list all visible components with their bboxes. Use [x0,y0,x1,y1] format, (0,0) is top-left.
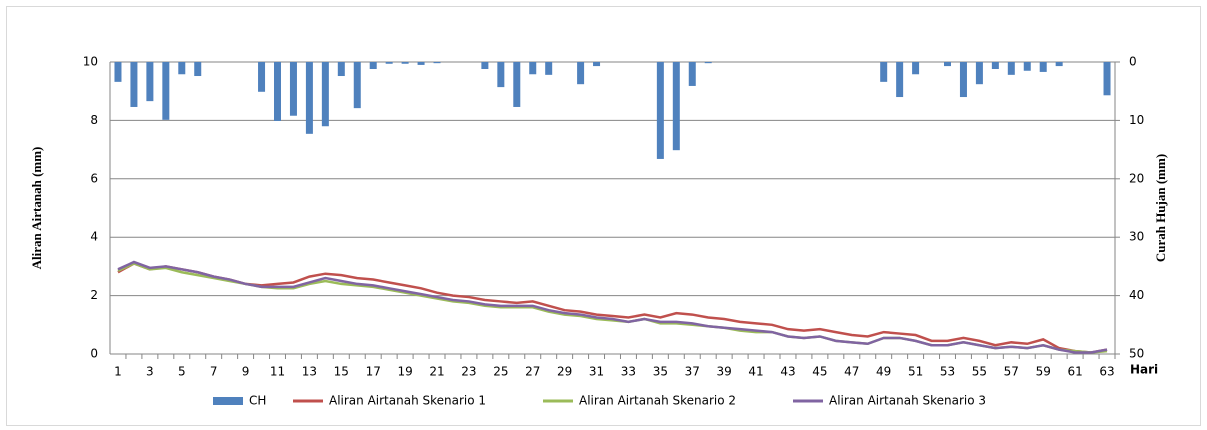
bar [162,62,170,120]
bar [1055,62,1063,67]
bar [178,62,186,75]
bar [975,62,983,85]
bar [481,62,489,70]
x-tick-label: 29 [557,365,572,379]
x-tick-label: 61 [1067,365,1082,379]
y2-axis-label: Curah Hujan (mm) [1153,154,1168,262]
y-tick-label: 6 [90,171,98,185]
x-tick-label: 15 [334,365,349,379]
bar [912,62,920,75]
x-tick-label: 1 [114,365,122,379]
bar [1103,62,1111,96]
bar [417,62,425,65]
bar [337,62,345,77]
bar [433,62,441,64]
legend-label: Aliran Airtanah Skenario 2 [579,394,736,408]
y-axis-label: Aliran Airtanah (mm) [29,147,44,270]
x-tick-label: 17 [366,365,381,379]
line [117,260,1108,354]
x-tick-label: 5 [178,365,186,379]
bar [577,62,585,85]
bar [321,62,329,127]
x-tick-label: 53 [940,365,955,379]
x-tick-label: 11 [270,365,285,379]
bar [1007,62,1015,75]
legend-label: Aliran Airtanah Skenario 1 [329,394,486,408]
bar [704,62,712,64]
bar [130,62,138,107]
x-tick-label: 41 [748,365,763,379]
x-tick-label: 27 [525,365,540,379]
bar [896,62,904,98]
bar [146,62,154,102]
bar [959,62,967,98]
y2-tick-label: 40 [1129,288,1144,302]
bar [497,62,505,88]
x-axis-label: Hari [1130,363,1158,377]
bar [401,62,409,64]
bar [513,62,521,107]
x-tick-label: 3 [146,365,154,379]
x-tick-label: 57 [1004,365,1019,379]
x-tick-label: 7 [210,365,218,379]
bar [672,62,680,151]
x-tick-label: 31 [589,365,604,379]
y-tick-label: 4 [90,230,98,244]
y2-tick-label: 0 [1129,55,1137,69]
x-tick-label: 35 [653,365,668,379]
bar [305,62,313,134]
x-tick-label: 51 [908,365,923,379]
legend-swatch [213,397,243,405]
bar [274,62,281,121]
y2-tick-label: 20 [1129,171,1144,185]
chart-frame [6,6,1201,426]
bar [688,62,696,86]
x-tick-label: 33 [621,365,636,379]
y2-tick-label: 30 [1129,230,1144,244]
x-tick-label: 47 [844,365,859,379]
x-tick-label: 63 [1099,365,1114,379]
bar [545,62,553,75]
bar [353,62,361,109]
bar [1039,62,1047,72]
legend-label: Aliran Airtanah Skenario 3 [829,394,986,408]
x-tick-label: 59 [1036,365,1051,379]
bar [593,62,601,67]
bar [991,62,999,70]
bar [880,62,888,82]
y2-tick-label: 10 [1129,113,1144,127]
bar [194,62,202,77]
bar [385,62,393,64]
x-tick-label: 37 [685,365,700,379]
bar [289,62,297,116]
bar [258,62,266,92]
x-tick-label: 19 [397,365,412,379]
bar [944,62,951,67]
x-tick-label: 49 [876,365,891,379]
y-tick-label: 8 [90,113,98,127]
y2-tick-label: 50 [1129,347,1144,361]
x-tick-label: 39 [717,365,732,379]
x-tick-label: 23 [461,365,476,379]
legend-label: CH [249,394,266,408]
bar [369,62,377,70]
line [117,262,1108,354]
x-tick-label: 25 [493,365,508,379]
x-tick-label: 13 [302,365,317,379]
x-tick-label: 43 [780,365,795,379]
bar [656,62,664,159]
x-tick-label: 9 [242,365,250,379]
x-tick-label: 45 [812,365,827,379]
y-tick-label: 10 [83,55,98,69]
bar [114,62,122,82]
y-tick-label: 0 [90,347,98,361]
bar [1023,62,1031,71]
bar [529,62,537,75]
x-tick-label: 55 [972,365,987,379]
x-tick-label: 21 [429,365,444,379]
y-tick-label: 2 [90,288,98,302]
